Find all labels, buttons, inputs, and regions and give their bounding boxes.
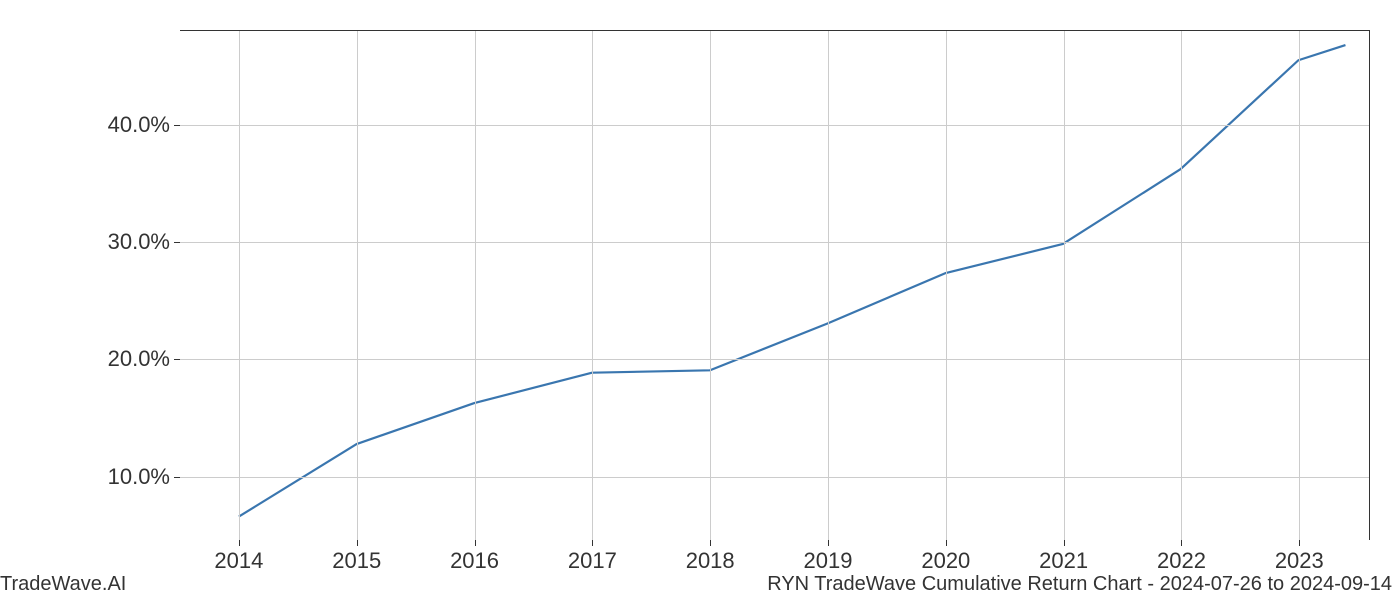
y-tick-mark — [174, 359, 180, 360]
grid-line-horizontal — [180, 477, 1369, 478]
x-tick-mark — [475, 540, 476, 546]
x-axis-label: 2018 — [686, 548, 735, 574]
x-tick-mark — [1299, 540, 1300, 546]
x-axis-label: 2015 — [332, 548, 381, 574]
x-tick-mark — [357, 540, 358, 546]
footer-brand: TradeWave.AI — [0, 573, 126, 596]
plot-area: 10.0%20.0%30.0%40.0%20142015201620172018… — [180, 30, 1370, 540]
grid-line-horizontal — [180, 125, 1369, 126]
grid-line-vertical — [592, 31, 593, 540]
grid-line-vertical — [1064, 31, 1065, 540]
grid-line-vertical — [828, 31, 829, 540]
x-axis-label: 2017 — [568, 548, 617, 574]
grid-line-vertical — [710, 31, 711, 540]
grid-line-vertical — [475, 31, 476, 540]
grid-line-horizontal — [180, 359, 1369, 360]
x-axis-label: 2023 — [1275, 548, 1324, 574]
x-tick-mark — [946, 540, 947, 546]
chart-area: 10.0%20.0%30.0%40.0%20142015201620172018… — [180, 30, 1370, 540]
grid-line-vertical — [1181, 31, 1182, 540]
y-tick-mark — [174, 125, 180, 126]
grid-line-vertical — [357, 31, 358, 540]
y-axis-label: 30.0% — [108, 229, 170, 255]
y-axis-label: 20.0% — [108, 346, 170, 372]
footer-caption: RYN TradeWave Cumulative Return Chart - … — [767, 573, 1392, 596]
y-axis-label: 40.0% — [108, 112, 170, 138]
y-tick-mark — [174, 242, 180, 243]
x-tick-mark — [1064, 540, 1065, 546]
x-tick-mark — [1181, 540, 1182, 546]
x-axis-label: 2014 — [214, 548, 263, 574]
x-axis-label: 2020 — [921, 548, 970, 574]
y-axis-label: 10.0% — [108, 464, 170, 490]
x-axis-label: 2016 — [450, 548, 499, 574]
grid-line-vertical — [946, 31, 947, 540]
grid-line-horizontal — [180, 242, 1369, 243]
grid-line-vertical — [1299, 31, 1300, 540]
x-axis-label: 2022 — [1157, 548, 1206, 574]
y-tick-mark — [174, 477, 180, 478]
x-tick-mark — [710, 540, 711, 546]
x-tick-mark — [828, 540, 829, 546]
x-tick-mark — [239, 540, 240, 546]
x-axis-label: 2021 — [1039, 548, 1088, 574]
grid-line-vertical — [239, 31, 240, 540]
line-series — [180, 31, 1369, 540]
x-axis-label: 2019 — [804, 548, 853, 574]
x-tick-mark — [592, 540, 593, 546]
data-line — [239, 45, 1346, 517]
